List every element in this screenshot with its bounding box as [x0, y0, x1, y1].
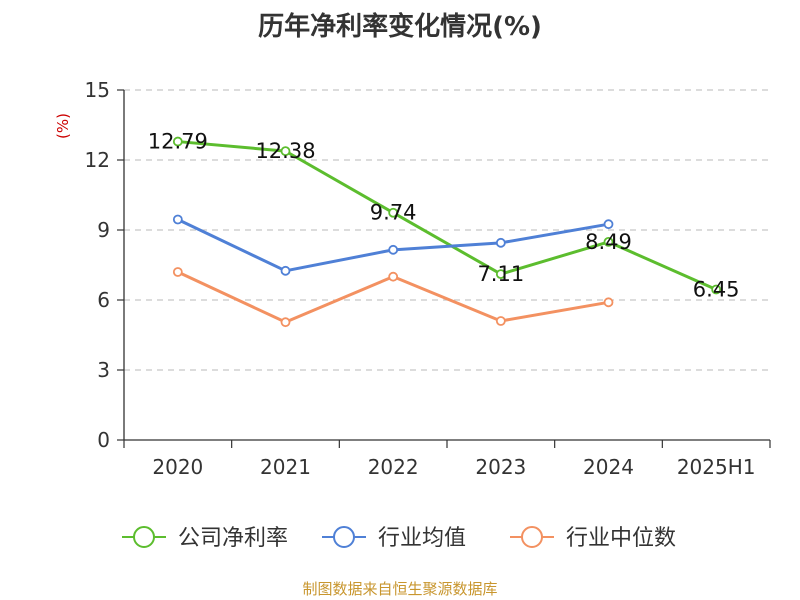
data-point: [172, 267, 183, 277]
legend-marker: [333, 526, 355, 548]
data-point: [603, 297, 614, 308]
chart-title: 历年净利率变化情况(%): [258, 12, 542, 42]
x-tick-label: 2020: [152, 455, 203, 479]
legend-item: 公司净利率: [122, 526, 288, 551]
legend: 公司净利率 行业均值 行业中位数: [122, 526, 676, 551]
source-note: 制图数据来自恒生聚源数据库: [302, 580, 498, 598]
x-tick-label: 2022: [368, 455, 419, 479]
data-label: 8.49: [585, 230, 632, 254]
data-label: 9.74: [370, 201, 417, 225]
y-tick-label: 3: [97, 358, 110, 382]
data-label: 7.11: [477, 262, 524, 286]
data-point: [603, 236, 614, 247]
x-tick-label: 2023: [475, 455, 526, 479]
y-tick-label: 0: [97, 428, 110, 452]
x-tick-label: 2021: [260, 455, 311, 479]
data-point: [495, 269, 506, 280]
data-point: [280, 265, 291, 276]
data-point: [280, 146, 291, 157]
data-point: [172, 136, 183, 147]
data-point: [495, 316, 506, 326]
data-point: [603, 219, 614, 230]
y-tick-label: 9: [97, 218, 110, 242]
x-tick-label: 2025H1: [677, 455, 756, 479]
y-tick-label: 6: [97, 288, 110, 312]
data-label: 6.45: [693, 278, 740, 302]
legend-marker: [521, 526, 543, 548]
data-point: [388, 207, 399, 218]
data-point: [388, 244, 399, 255]
legend-label: 行业均值: [378, 526, 466, 551]
legend-marker: [133, 526, 155, 548]
data-point: [388, 271, 399, 282]
label-layer: 12.79 12.38 9.74 7.11 8.49 6.45: [148, 130, 740, 302]
data-point: [711, 284, 722, 295]
data-point: [495, 237, 506, 248]
data-label: 12.38: [255, 139, 315, 163]
data-point: [280, 317, 291, 328]
series-line: [177, 140, 717, 291]
y-tick-label: 12: [85, 148, 110, 172]
data-point: [172, 214, 183, 225]
legend-label: 公司净利率: [178, 526, 288, 551]
grid-layer: [124, 89, 770, 371]
legend-label: 行业中位数: [566, 526, 676, 551]
y-axis-unit-label: (%): [54, 113, 72, 139]
series-layer: [172, 136, 722, 328]
axis-layer: 0 3 6 9 12 15 (%) 2020 2021 2022 2023 2024 2025H1: [54, 78, 771, 479]
x-tick-label: 2024: [583, 455, 634, 479]
legend-item: 行业中位数: [510, 526, 676, 551]
data-label: 12.79: [148, 130, 208, 154]
legend-item: 行业均值: [322, 526, 466, 551]
y-tick-label: 15: [85, 78, 110, 102]
